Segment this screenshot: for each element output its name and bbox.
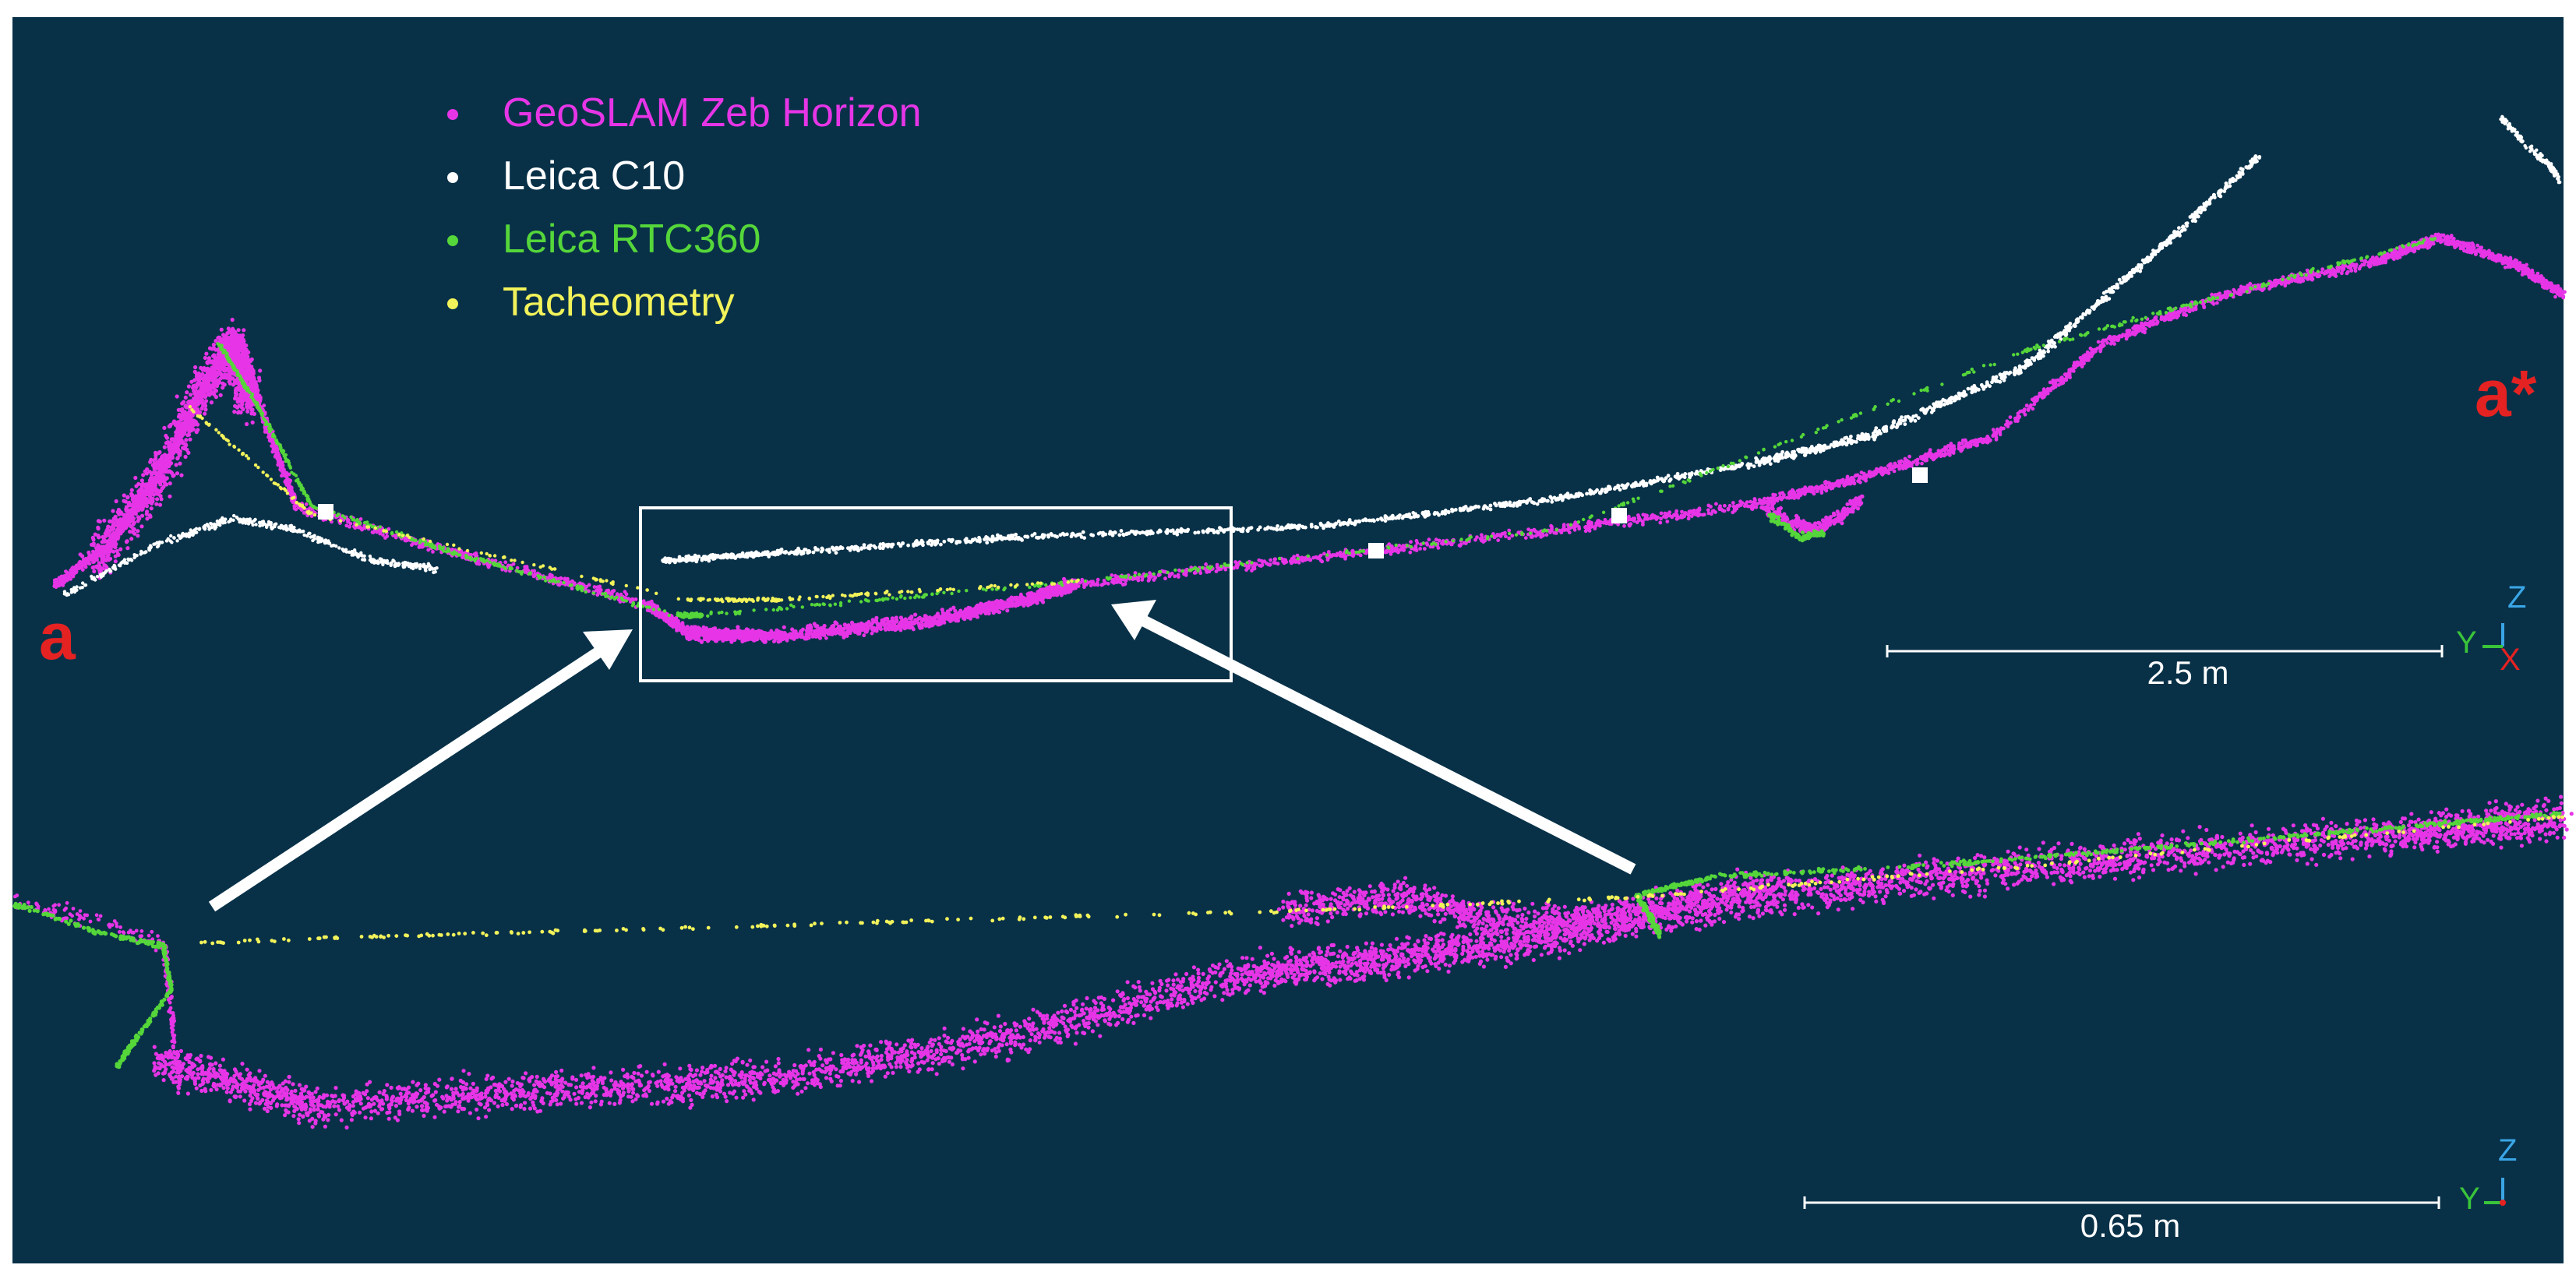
leica-c10-left-hump — [62, 513, 439, 597]
geoslam-bump — [1758, 494, 1865, 538]
legend-label-leica-c10: Leica C10 — [503, 153, 685, 199]
view-background — [12, 17, 2564, 1263]
geoslam-detail-dip — [683, 576, 1079, 644]
axis-triad-top: Z Y X — [2456, 580, 2526, 677]
axis-triad-bottom: Z Y — [2459, 1133, 2517, 1216]
scale-bar-bottom-label: 0.65 m — [2080, 1207, 2180, 1244]
profile-start-label: a — [39, 600, 76, 673]
legend-label-tacheometry: Tacheometry — [503, 280, 735, 325]
scale-bar-top: 2.5 m — [1886, 645, 2444, 691]
leica-c10-right-corner — [2499, 115, 2562, 185]
scale-bar-bottom: 0.65 m — [1803, 1196, 2440, 1244]
scale-bar-top-label: 2.5 m — [2147, 654, 2228, 691]
leica-c10-upper-cloud — [661, 461, 1753, 565]
axis-z-label-top: Z — [2507, 580, 2526, 615]
survey-marker-1 — [318, 504, 333, 520]
axis-y-label-bottom: Y — [2459, 1182, 2480, 1216]
leica-rtc360-lower-notch — [1634, 893, 1662, 939]
tacheometry-lower-points — [199, 815, 2565, 946]
legend-dot-tacheometry — [447, 298, 458, 309]
arrow-left — [208, 629, 633, 912]
legend: GeoSLAM Zeb Horizon Leica C10 Leica RTC3… — [447, 90, 922, 325]
legend-dot-geoslam — [447, 109, 458, 120]
leica-rtc360-lower-right — [1634, 811, 2562, 900]
leica-rtc360-lower-cloud — [12, 901, 174, 1069]
legend-label-geoslam: GeoSLAM Zeb Horizon — [503, 90, 922, 136]
axis-y-label-top: Y — [2456, 625, 2477, 660]
leica-rtc360-dip — [1767, 512, 1826, 543]
arrow-right — [1111, 600, 1636, 875]
point-clouds — [12, 115, 2574, 1130]
geoslam-lower-cloud — [152, 795, 2574, 1130]
legend-dot-leica-rtc360 — [447, 235, 458, 246]
survey-marker-3 — [1368, 543, 1384, 558]
axis-x-label-top: X — [2500, 643, 2521, 677]
axis-z-label-bottom: Z — [2498, 1133, 2517, 1168]
legend-dot-leica-c10 — [447, 172, 458, 183]
profile-end-label: a* — [2475, 357, 2537, 430]
detail-frame — [639, 506, 1233, 682]
survey-marker-2 — [1611, 508, 1627, 523]
legend-label-leica-rtc360: Leica RTC360 — [503, 217, 760, 262]
leica-c10-upper-arc — [1752, 154, 2262, 469]
survey-marker-4 — [1912, 467, 1928, 483]
